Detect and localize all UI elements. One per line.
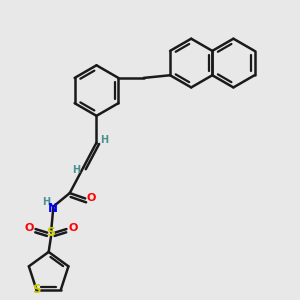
Text: S: S xyxy=(46,226,56,239)
Text: S: S xyxy=(32,283,41,296)
Text: N: N xyxy=(47,202,58,215)
Text: O: O xyxy=(86,193,96,203)
Text: H: H xyxy=(72,165,80,175)
Text: O: O xyxy=(24,224,34,233)
Text: H: H xyxy=(100,136,108,146)
Text: H: H xyxy=(42,197,50,207)
Text: O: O xyxy=(68,224,78,233)
